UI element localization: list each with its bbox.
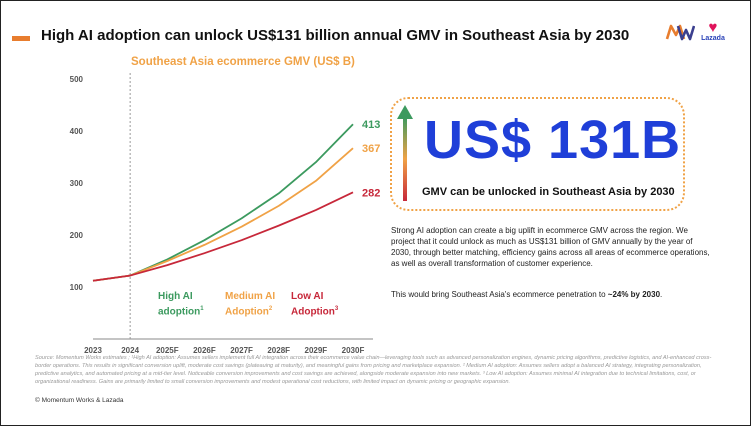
y-tick-label: 300 — [70, 179, 84, 188]
y-tick-label: 100 — [70, 283, 84, 292]
y-tick-label: 500 — [70, 75, 84, 84]
x-tick-label: 2029F — [305, 346, 328, 355]
big-value-subtitle: GMV can be unlocked in Southeast Asia by… — [422, 186, 675, 198]
x-tick-label: 2025F — [156, 346, 179, 355]
x-tick-label: 2028F — [267, 346, 290, 355]
gradient-arrow-icon — [397, 105, 413, 201]
series-line-1 — [92, 147, 354, 282]
x-tick-label: 2026F — [193, 346, 216, 355]
legend-low-footnote: 3 — [334, 306, 339, 312]
series-line-0 — [92, 123, 354, 282]
legend-high-line2: adoption — [158, 306, 201, 318]
callout-box — [390, 97, 685, 211]
series-line-2 — [92, 191, 354, 282]
end-value-label-1: 367 — [362, 143, 380, 155]
legend-low: Low AI Adoption3 — [291, 290, 338, 318]
mw-logo-icon — [665, 24, 695, 41]
y-tick-label: 400 — [70, 127, 84, 136]
x-tick-label: 2030F — [342, 346, 365, 355]
y-tick-label: 200 — [70, 231, 84, 240]
x-tick-label: 2027F — [230, 346, 253, 355]
header-accent-bar — [12, 36, 30, 41]
legend-medium: Medium AI Adoption2 — [225, 290, 275, 318]
page-title: High AI adoption can unlock US$131 billi… — [41, 27, 630, 44]
legend-medium-footnote: 2 — [268, 306, 273, 312]
legend-medium-line2: Adoption — [225, 306, 269, 318]
source-footnote: Source: Momentum Works estimates ; ¹High… — [35, 355, 712, 385]
legend-low-line1: Low AI — [291, 291, 324, 302]
legend-high-footnote: 1 — [200, 306, 204, 312]
body-paragraph-2: This would bring Southeast Asia's ecomme… — [391, 289, 713, 300]
x-tick-label: 2024 — [121, 346, 139, 355]
lazada-heart-icon: ♥ — [708, 19, 718, 36]
end-value-label-0: 413 — [362, 119, 380, 131]
legend-high: High AI adoption1 — [158, 290, 204, 318]
chart-title: Southeast Asia ecommerce GMV (US$ B) — [131, 56, 355, 68]
body-paragraph-2-pre: This would bring Southeast Asia's ecomme… — [391, 290, 608, 299]
big-value: US$ 131B — [424, 110, 682, 170]
lazada-logo-label: Lazada — [701, 35, 725, 42]
body-paragraph-2-bold: ~24% by 2030 — [607, 290, 661, 299]
x-tick-label: 2023 — [84, 346, 102, 355]
legend-high-line1: High AI — [158, 291, 193, 302]
legend-medium-line1: Medium AI — [225, 291, 276, 302]
lazada-logo: ♥ Lazada — [699, 19, 727, 51]
copyright: © Momentum Works & Lazada — [35, 397, 124, 404]
end-value-label-2: 282 — [362, 187, 380, 199]
body-paragraph-2-post: . — [660, 290, 663, 299]
body-paragraph-1: Strong AI adoption can create a big upli… — [391, 226, 710, 268]
legend-low-line2: Adoption — [291, 306, 335, 318]
